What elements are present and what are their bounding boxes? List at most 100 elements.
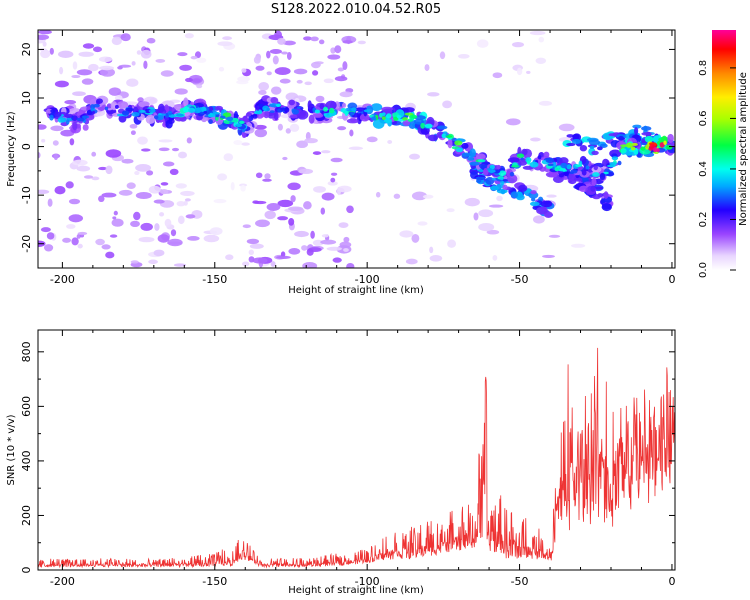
- spectrogram-blob: [282, 40, 296, 46]
- spectrogram-blob: [633, 127, 639, 135]
- spectrogram-blob: [318, 39, 325, 45]
- spectrogram-blob: [159, 189, 169, 195]
- spectrogram-blob: [611, 156, 619, 161]
- spectrogram-blob: [585, 165, 590, 170]
- spectrogram-blob: [153, 199, 165, 204]
- spectrogram-blob: [187, 236, 200, 241]
- spectrogram-y-tick-label: 20: [20, 42, 33, 56]
- spectrogram-blob: [277, 199, 294, 208]
- snr-x-tick-label: -150: [202, 575, 227, 588]
- spectrogram-blob: [429, 246, 434, 254]
- spectrogram-blob: [296, 106, 301, 110]
- spectrogram-blob: [153, 115, 159, 120]
- spectrogram-blob: [483, 167, 489, 176]
- spectrogram-blob: [113, 210, 118, 216]
- spectrogram-blob: [478, 222, 495, 232]
- spectrogram-blob: [537, 155, 542, 160]
- spectrogram-blob: [489, 164, 496, 170]
- spectrogram-blob: [529, 30, 546, 36]
- spectrogram-blob: [502, 179, 508, 182]
- spectrogram-blob: [424, 64, 430, 72]
- spectrogram-y-tick-label: -20: [20, 235, 33, 253]
- spectrogram-blob: [203, 110, 208, 114]
- spectrogram-blob: [209, 227, 223, 236]
- spectrogram-blob: [258, 90, 267, 95]
- spectrogram-blob: [86, 109, 93, 115]
- spectrogram-blob: [108, 87, 122, 96]
- spectrogram-blob: [496, 164, 501, 170]
- spectrogram-blob: [447, 239, 457, 248]
- spectrogram-blob: [50, 109, 56, 113]
- spectrogram-blob: [308, 114, 315, 124]
- spectrogram-blob: [319, 103, 325, 110]
- spectrogram-x-tick-label: -200: [50, 273, 75, 286]
- spectrogram-blob: [427, 92, 440, 97]
- spectrogram-blob: [140, 49, 152, 59]
- spectrogram-blob: [346, 263, 355, 268]
- spectrogram-blob: [186, 137, 192, 144]
- spectrogram-blob: [477, 159, 486, 163]
- spectrogram-blob: [71, 237, 79, 246]
- snr-axes: -200 -150 -100 -50 0 0 200 400 600 800: [20, 330, 675, 588]
- spectrogram-blob: [439, 51, 446, 60]
- spectrogram-blob: [579, 144, 588, 152]
- spectrogram-blob: [323, 78, 334, 84]
- colorbar-tick-label: 0.0: [698, 262, 709, 278]
- colorbar-tick-label: 0.6: [698, 110, 709, 126]
- spectrogram-blob: [76, 69, 93, 76]
- spectrogram-blob: [230, 182, 235, 191]
- spectrogram-blob: [72, 121, 78, 131]
- spectrogram-blob: [387, 140, 393, 144]
- spectrogram-blob: [372, 118, 385, 129]
- spectrogram-blob: [403, 107, 415, 113]
- spectrogram-blob: [571, 139, 582, 144]
- spectrogram-blob: [68, 214, 84, 223]
- snr-y-tick-label: 400: [20, 450, 33, 471]
- spectrogram-x-tick-label: -50: [511, 273, 529, 286]
- spectrogram-blob: [252, 257, 268, 264]
- spectrogram-blob: [121, 158, 134, 164]
- spectrogram-blob: [298, 168, 314, 175]
- spectrogram-blob: [342, 40, 353, 44]
- spectrogram-blob: [293, 68, 308, 75]
- spectrogram-blob: [229, 121, 233, 125]
- spectrogram-blob: [185, 214, 196, 219]
- spectrogram-blob: [530, 137, 541, 142]
- spectrogram-blob: [99, 68, 116, 77]
- spectrogram-blob: [351, 107, 357, 112]
- spectrogram-blob: [118, 114, 127, 123]
- spectrogram-blob: [121, 110, 130, 116]
- spectrogram-blob: [631, 142, 638, 146]
- spectrogram-blob: [266, 107, 270, 112]
- spectrogram-blob: [341, 102, 347, 108]
- spectrogram-blob: [500, 188, 506, 195]
- spectrogram-blob: [269, 103, 278, 108]
- spectrogram-blob: [73, 115, 77, 122]
- spectrogram-blob: [552, 161, 557, 168]
- spectrogram-blob: [511, 41, 525, 48]
- spectrogram-blob: [237, 76, 250, 82]
- spectrogram-blob: [589, 145, 595, 150]
- spectrogram-blob: [340, 108, 347, 113]
- spectrogram-blob: [536, 206, 548, 215]
- spectrogram-blob: [575, 164, 583, 167]
- spectrogram-blob: [262, 178, 272, 182]
- spectrogram-blob: [220, 115, 226, 119]
- spectrogram-blob: [570, 243, 586, 248]
- spectrogram-blob: [570, 169, 578, 174]
- spectrogram-blob: [245, 112, 253, 117]
- spectrogram-blob: [272, 55, 279, 65]
- spectrogram-blob: [424, 123, 433, 129]
- spectrogram-blob: [500, 177, 504, 181]
- spectrogram-blob: [148, 259, 158, 265]
- spectrogram-blob: [117, 66, 123, 70]
- spectrogram-blob: [601, 203, 612, 212]
- spectrogram-blob: [386, 113, 392, 119]
- spectrogram-blob: [540, 200, 553, 208]
- spectrogram-blob: [337, 185, 352, 193]
- spectrogram-blob: [57, 50, 74, 58]
- spectrogram-blob: [336, 186, 342, 196]
- spectrogram-frame: [37, 29, 676, 269]
